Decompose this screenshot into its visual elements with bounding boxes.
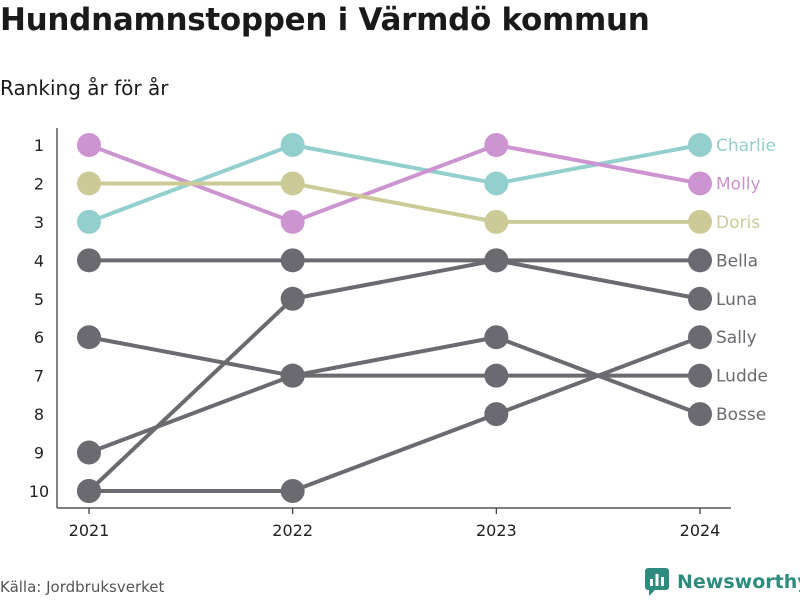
data-point-ludde <box>484 363 509 388</box>
brand-logo: Newsworthy <box>645 568 800 596</box>
data-point-sally <box>77 479 101 503</box>
data-point-doris <box>484 209 509 234</box>
data-point-charlie <box>688 133 712 157</box>
x-tick-label: 2022 <box>272 521 313 540</box>
series-label-molly: Molly <box>716 174 761 194</box>
point-layer <box>77 133 712 503</box>
data-point-ludde <box>77 440 101 465</box>
data-point-doris <box>77 171 101 196</box>
data-point-bosse <box>688 402 712 427</box>
series-line-ludde <box>87 373 702 455</box>
y-tick-label: 2 <box>34 174 44 193</box>
data-point-charlie <box>484 171 509 196</box>
series-line-bosse <box>87 335 702 417</box>
data-point-bosse <box>280 363 305 388</box>
data-point-molly <box>688 171 712 196</box>
data-point-charlie <box>280 133 305 157</box>
source-note: Källa: Jordbruksverket <box>0 578 165 596</box>
y-tick-label: 10 <box>29 482 49 501</box>
data-point-doris <box>688 209 712 234</box>
chart-title: Hundnamnstoppen i Värmdö kommun <box>0 2 650 38</box>
data-point-doris <box>280 171 305 196</box>
data-point-luna <box>484 248 509 273</box>
y-tick-label: 7 <box>34 367 44 386</box>
data-point-molly <box>77 133 101 157</box>
y-tick-label: 5 <box>34 290 44 309</box>
series-label-bella: Bella <box>716 251 758 271</box>
x-tick-label: 2021 <box>69 521 110 540</box>
y-tick-label: 9 <box>34 444 44 463</box>
y-tick-label: 6 <box>34 328 44 347</box>
data-point-charlie <box>77 209 101 234</box>
series-line-doris <box>87 181 702 224</box>
y-tick-label: 3 <box>34 213 44 232</box>
data-point-bosse <box>77 325 101 350</box>
series-label-bosse: Bosse <box>716 405 766 425</box>
data-point-ludde <box>688 363 712 388</box>
chart-subtitle: Ranking år för år <box>0 76 169 100</box>
data-point-bella <box>77 248 101 273</box>
label-layer: Charlie Molly Doris Bella Luna Sally Ludde Boss… <box>716 136 776 425</box>
y-tick-label: 1 <box>34 136 44 155</box>
data-point-sally <box>688 325 712 350</box>
line-layer <box>87 143 702 493</box>
data-point-bosse <box>484 325 509 350</box>
x-tick-label: 2024 <box>680 521 721 540</box>
data-point-luna <box>280 286 305 311</box>
data-point-molly <box>484 133 509 157</box>
data-point-sally <box>280 479 305 503</box>
series-label-ludde: Ludde <box>716 367 768 387</box>
y-tick-label: 8 <box>34 405 44 424</box>
series-line-luna <box>87 258 702 493</box>
newsworthy-logo-icon <box>645 568 669 596</box>
series-line-sally <box>87 335 702 493</box>
axis-layer: 1 2 3 4 5 6 7 8 9 10 2021 2022 2023 2024 <box>29 128 731 540</box>
data-point-bella <box>280 248 305 273</box>
x-tick-label: 2023 <box>476 521 517 540</box>
series-label-doris: Doris <box>716 213 760 233</box>
y-tick-label: 4 <box>34 251 44 270</box>
series-label-luna: Luna <box>716 290 757 310</box>
series-label-charlie: Charlie <box>716 136 776 156</box>
data-point-luna <box>688 286 712 311</box>
data-point-bella <box>688 248 712 273</box>
data-point-molly <box>280 209 305 234</box>
data-point-sally <box>484 402 509 427</box>
brand-name: Newsworthy <box>677 571 800 593</box>
series-label-sally: Sally <box>716 328 757 348</box>
